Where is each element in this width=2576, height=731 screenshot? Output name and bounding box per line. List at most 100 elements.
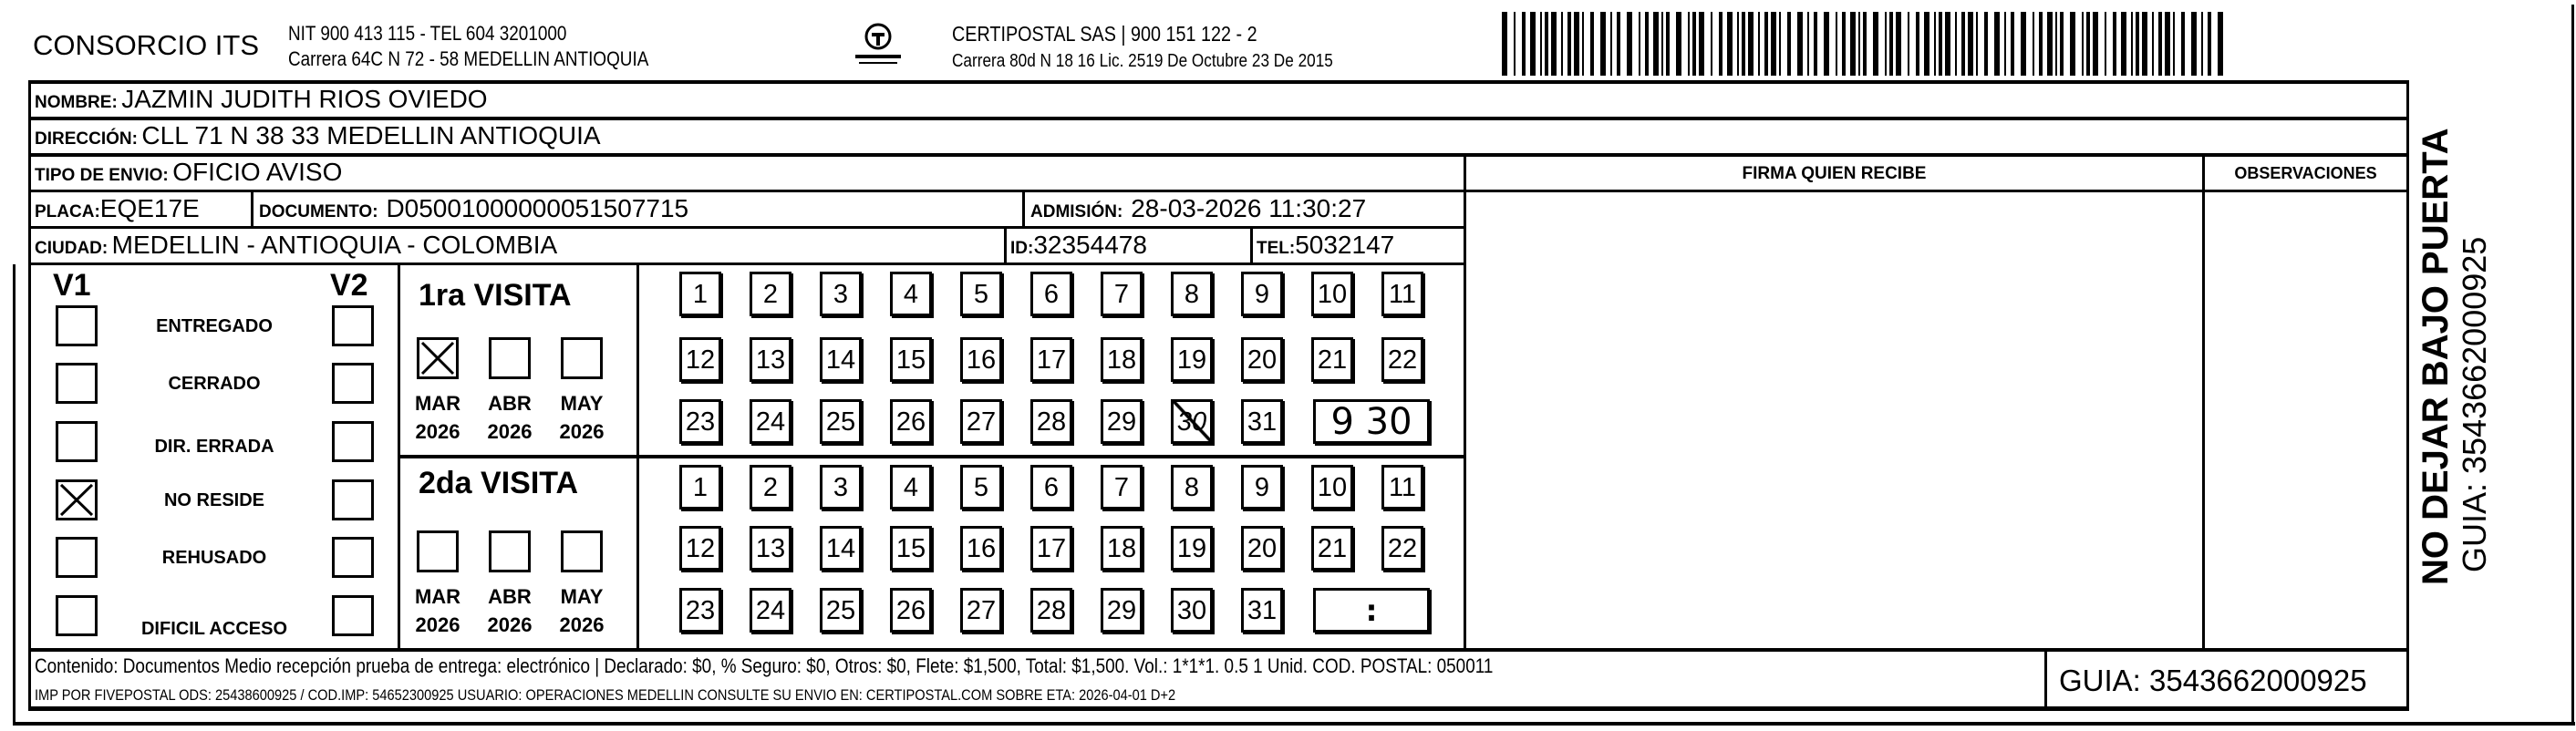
day-box[interactable]: 10: [1311, 465, 1353, 510]
day-box[interactable]: 2: [750, 465, 791, 510]
barcode-bar: [1530, 12, 1536, 76]
day-box[interactable]: 24: [750, 399, 791, 444]
day-box[interactable]: 20: [1241, 337, 1283, 382]
month-checkbox[interactable]: [489, 530, 531, 572]
day-box[interactable]: 18: [1101, 526, 1143, 571]
day-box[interactable]: 23: [679, 399, 721, 444]
day-box[interactable]: 30: [1171, 588, 1213, 633]
day-box[interactable]: 17: [1030, 337, 1072, 382]
day-box[interactable]: 27: [960, 588, 1002, 633]
v2-checkbox[interactable]: [332, 479, 374, 520]
day-box[interactable]: 19: [1171, 526, 1213, 571]
day-box[interactable]: 4: [890, 272, 932, 316]
day-box[interactable]: 31: [1241, 399, 1283, 444]
barcode-bar: [2158, 12, 2162, 76]
v2-checkbox[interactable]: [332, 363, 374, 404]
month-checkbox[interactable]: [561, 337, 603, 379]
observaciones-field[interactable]: [2205, 192, 2406, 648]
v1-checkbox[interactable]: [56, 537, 98, 578]
day-box[interactable]: 4: [890, 465, 932, 510]
signature-field[interactable]: [1466, 192, 2202, 648]
day-box[interactable]: 14: [820, 526, 862, 571]
day-box[interactable]: 11: [1381, 465, 1423, 510]
barcode-bar: [2113, 12, 2116, 76]
day-box[interactable]: 13: [750, 337, 791, 382]
month-checkbox[interactable]: [489, 337, 531, 379]
day-box[interactable]: 1: [679, 465, 721, 510]
day-box[interactable]: 11: [1381, 272, 1423, 316]
day-box[interactable]: 16: [960, 526, 1002, 571]
day-box[interactable]: 5: [960, 272, 1002, 316]
barcode-bar: [1945, 12, 1950, 76]
day-box[interactable]: 14: [820, 337, 862, 382]
day-box[interactable]: 22: [1381, 337, 1423, 382]
v1-checkbox[interactable]: [56, 595, 98, 636]
month-checkbox[interactable]: [417, 530, 459, 572]
v1-checkbox[interactable]: [56, 363, 98, 404]
day-box[interactable]: 5: [960, 465, 1002, 510]
day-box[interactable]: 27: [960, 399, 1002, 444]
day-box[interactable]: 25: [820, 588, 862, 633]
day-box[interactable]: 3: [820, 272, 862, 316]
day-box[interactable]: 2: [750, 272, 791, 316]
day-box[interactable]: 12: [679, 337, 721, 382]
day-box[interactable]: 21: [1311, 526, 1353, 571]
v1-checkbox[interactable]: [56, 305, 98, 346]
day-box[interactable]: 12: [679, 526, 721, 571]
status-label: ENTREGADO: [156, 316, 273, 336]
v2-checkbox[interactable]: [332, 595, 374, 636]
v2-checkbox[interactable]: [332, 421, 374, 462]
v1-checkbox[interactable]: [56, 479, 98, 520]
barcode-bar: [1653, 12, 1659, 76]
id-label: ID:: [1010, 239, 1034, 258]
barcode-bar: [1863, 12, 1867, 76]
day-box[interactable]: 31: [1241, 588, 1283, 633]
day-box[interactable]: 29: [1101, 399, 1143, 444]
row-line: [28, 263, 1465, 265]
day-box[interactable]: 25: [820, 399, 862, 444]
day-box[interactable]: 17: [1030, 526, 1072, 571]
day-box[interactable]: 30: [1171, 399, 1213, 444]
day-box[interactable]: 26: [890, 399, 932, 444]
day-box[interactable]: 20: [1241, 526, 1283, 571]
day-box[interactable]: 29: [1101, 588, 1143, 633]
day-box[interactable]: 7: [1101, 272, 1143, 316]
day-box[interactable]: 24: [750, 588, 791, 633]
day-box[interactable]: 18: [1101, 337, 1143, 382]
day-box[interactable]: 26: [890, 588, 932, 633]
day-box[interactable]: 9: [1241, 465, 1283, 510]
row-line: [28, 117, 2409, 120]
day-box[interactable]: 22: [1381, 526, 1423, 571]
day-box[interactable]: 15: [890, 337, 932, 382]
month-checkbox[interactable]: [417, 337, 459, 379]
barcode-bar: [1994, 12, 2000, 76]
barcode-bar: [2060, 12, 2064, 76]
day-box[interactable]: 6: [1030, 465, 1072, 510]
day-box[interactable]: 8: [1171, 272, 1213, 316]
day-box[interactable]: 10: [1311, 272, 1353, 316]
v2-checkbox[interactable]: [332, 305, 374, 346]
day-box[interactable]: 19: [1171, 337, 1213, 382]
day-box[interactable]: 28: [1030, 399, 1072, 444]
day-box[interactable]: 16: [960, 337, 1002, 382]
row-line: [28, 80, 2409, 84]
v2-checkbox[interactable]: [332, 537, 374, 578]
v1-checkbox[interactable]: [56, 421, 98, 462]
day-box[interactable]: 3: [820, 465, 862, 510]
day-box[interactable]: 1: [679, 272, 721, 316]
day-box[interactable]: 7: [1101, 465, 1143, 510]
day-box[interactable]: 9: [1241, 272, 1283, 316]
status-label: REHUSADO: [161, 548, 267, 568]
day-box[interactable]: 6: [1030, 272, 1072, 316]
month-checkbox[interactable]: [561, 530, 603, 572]
day-box[interactable]: 8: [1171, 465, 1213, 510]
time-box[interactable]: 9 30: [1313, 399, 1430, 444]
day-box[interactable]: 15: [890, 526, 932, 571]
day-box[interactable]: 13: [750, 526, 791, 571]
v1-label: V1: [53, 268, 91, 303]
time-box[interactable]: :: [1313, 588, 1430, 633]
day-box[interactable]: 23: [679, 588, 721, 633]
day-box[interactable]: 21: [1311, 337, 1353, 382]
month-label: MAR: [414, 585, 461, 608]
day-box[interactable]: 28: [1030, 588, 1072, 633]
